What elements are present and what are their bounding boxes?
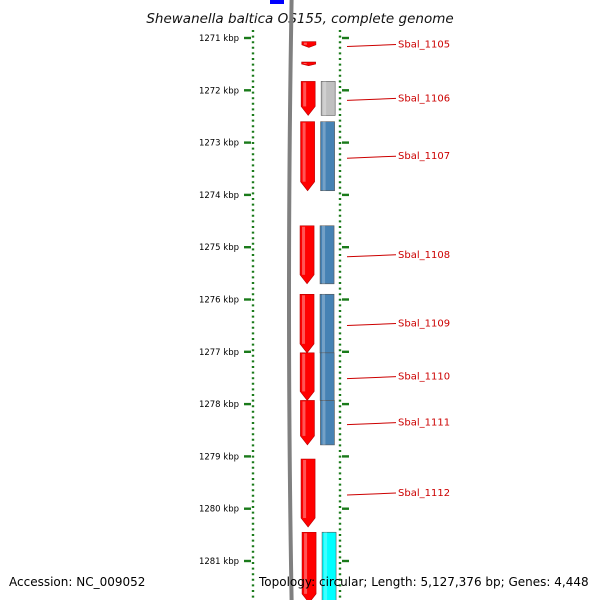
ruler-tick-label: 1273 kbp xyxy=(199,139,239,149)
ruler-tick-label: 1276 kbp xyxy=(199,296,239,306)
cog-block xyxy=(321,531,337,600)
cog-block xyxy=(320,121,335,192)
gene-label-leader xyxy=(346,422,397,426)
ruler-tick-label: 1280 kbp xyxy=(199,505,239,515)
accession-text: Accession: NC_009052 xyxy=(9,575,145,589)
gene-label-leader xyxy=(346,44,397,48)
cog-block xyxy=(319,225,335,285)
gene-arrow xyxy=(301,61,316,67)
gene-label: Sbal_1108 xyxy=(398,250,450,261)
cog-block-highlight xyxy=(322,225,326,284)
gene-label-leader xyxy=(346,97,397,101)
gene-label-leader xyxy=(346,254,397,258)
gene-arrow-highlight xyxy=(303,42,307,45)
gene-label-leader xyxy=(346,492,397,496)
gene-arrow-highlight xyxy=(303,63,307,65)
gene-arrow-highlight xyxy=(303,460,307,519)
cog-block-highlight xyxy=(323,81,327,116)
map-title: Shewanella baltica OS155, complete genom… xyxy=(146,11,453,27)
ruler-tick-label: 1272 kbp xyxy=(199,86,239,96)
gene-label: Sbal_1106 xyxy=(398,93,450,104)
ruler-tick-label: 1274 kbp xyxy=(199,191,239,201)
summary-text: Topology: circular; Length: 5,127,376 bp… xyxy=(258,575,589,589)
ruler-tick-label: 1277 kbp xyxy=(199,348,239,358)
genes-layer xyxy=(299,41,337,600)
backbone-line xyxy=(287,0,294,600)
ruler-tick-label: 1279 kbp xyxy=(199,452,239,462)
ruler-tick-label: 1281 kbp xyxy=(199,557,239,567)
gene-label: Sbal_1107 xyxy=(398,151,450,162)
ruler-tick-label: 1271 kbp xyxy=(199,34,239,44)
ruler-tick-label: 1275 kbp xyxy=(199,243,239,253)
cog-block-highlight xyxy=(324,532,328,600)
cog-block-highlight xyxy=(322,294,326,353)
cog-block xyxy=(320,81,336,116)
gene-arrow-highlight xyxy=(303,82,307,107)
gene-label: Sbal_1105 xyxy=(398,40,450,51)
gene-arrow-highlight xyxy=(302,401,306,436)
cog-block-highlight xyxy=(322,352,326,401)
gene-arrow-highlight xyxy=(302,353,306,392)
gene-arrow-highlight xyxy=(304,533,308,594)
gene-arrow-highlight xyxy=(302,122,306,182)
cog-block-highlight xyxy=(322,400,326,445)
cog-block-highlight xyxy=(322,121,326,191)
ruler-tick-label: 1278 kbp xyxy=(199,400,239,410)
ruler-layer: 1271 kbp 1272 kbp 1273 kbp 1274 kbp 1275 kbp… xyxy=(199,30,349,600)
cog-block xyxy=(320,400,335,446)
gene-label: Sbal_1110 xyxy=(398,372,450,383)
gene-label: Sbal_1112 xyxy=(398,488,450,499)
gene-arrow-highlight xyxy=(302,226,306,275)
gene-label: Sbal_1109 xyxy=(398,319,450,330)
gene-label-leader xyxy=(346,155,397,159)
gene-label-leader xyxy=(346,376,397,380)
gene-arrow-highlight xyxy=(302,295,306,344)
gene-label: Sbal_1111 xyxy=(398,418,450,429)
backbone-layer xyxy=(270,0,294,600)
top-feature-block xyxy=(270,0,284,4)
gene-label-leader xyxy=(346,323,397,327)
labels-layer: Sbal_1105 Sbal_1106 Sbal_1107 Sbal_1108 Sbal… xyxy=(346,40,450,499)
